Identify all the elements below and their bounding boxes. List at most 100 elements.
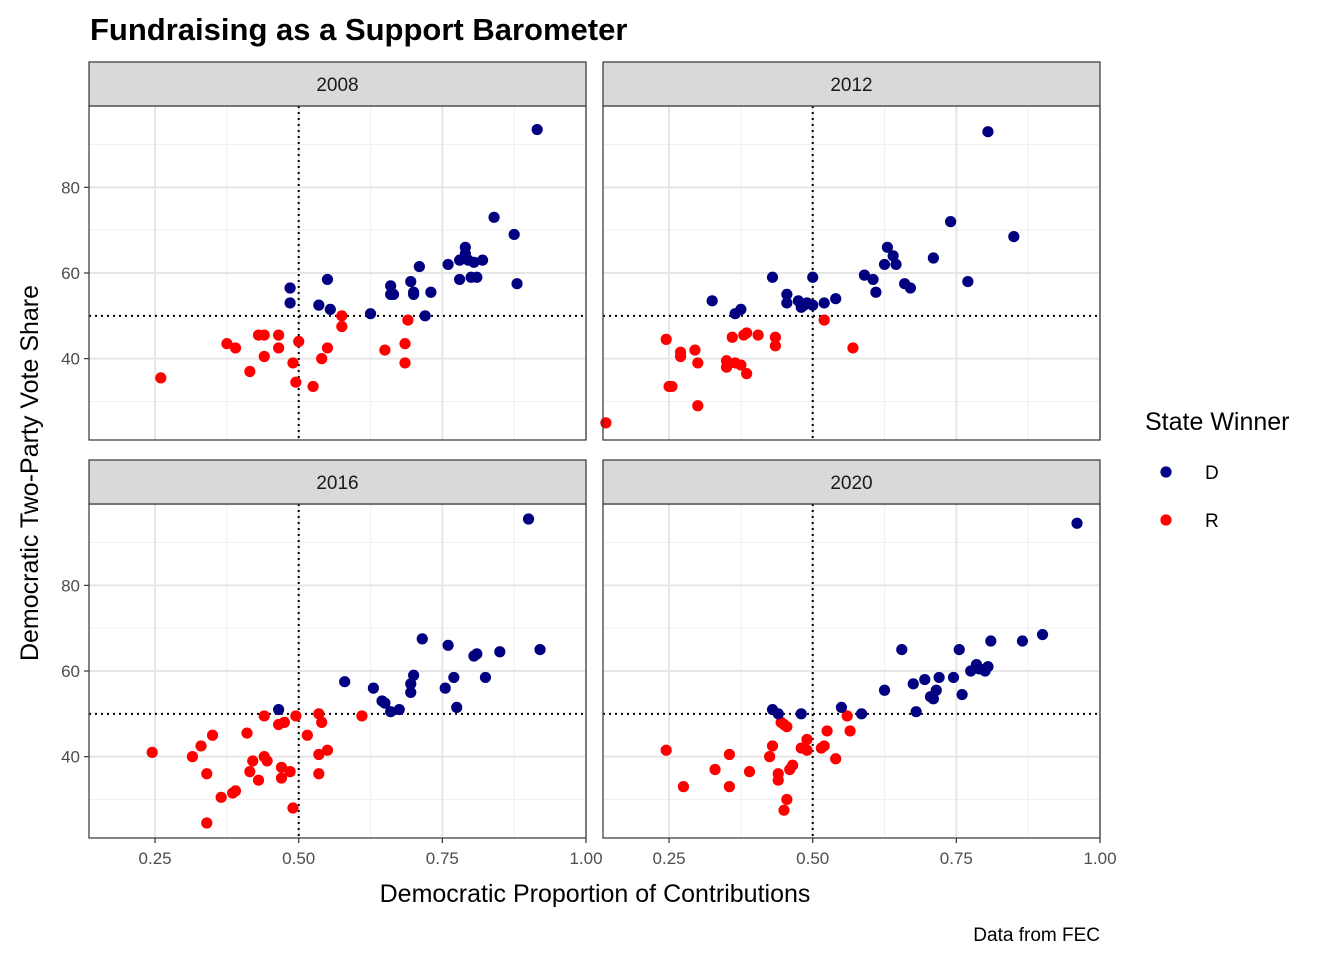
legend-key-r [1160, 514, 1172, 526]
data-point-d [284, 282, 296, 294]
data-point-r [379, 344, 391, 356]
data-point-d [339, 676, 351, 688]
data-point-r [402, 314, 414, 326]
data-point-r [692, 357, 704, 369]
data-point-r [821, 725, 833, 737]
data-point-r [278, 716, 290, 728]
data-point-r [723, 781, 736, 793]
y-tick-label: 60 [61, 662, 80, 681]
data-point-r [720, 361, 733, 373]
data-point-d [448, 671, 460, 684]
data-point-r [321, 744, 334, 756]
x-tick-label: 0.25 [653, 849, 686, 868]
chart-caption: Data from FEC [973, 925, 1100, 946]
data-point-d [807, 271, 819, 283]
facet-panel-2020: 2020 [602, 459, 1101, 839]
facet-strip [602, 459, 1101, 505]
data-point-r [801, 733, 813, 746]
data-point-d [273, 703, 285, 716]
data-point-r [660, 333, 672, 345]
data-point-d [919, 673, 931, 686]
data-point-r [336, 310, 348, 322]
y-tick-label: 40 [61, 748, 80, 767]
data-point-r [847, 342, 859, 354]
data-point-r [273, 342, 285, 354]
data-point-r [321, 342, 334, 354]
data-point-d [1016, 635, 1029, 647]
data-point-r [781, 793, 793, 806]
data-point-r [252, 774, 265, 786]
data-point-r [275, 772, 288, 784]
data-point-r [781, 721, 793, 733]
facet-panel-2016: 2016 [88, 459, 587, 839]
data-point-r [273, 329, 285, 341]
legend-title: State Winner [1145, 408, 1290, 436]
data-point-d [706, 295, 718, 307]
data-point-r [146, 746, 158, 758]
x-axis-ticks: 0.25 0.50 0.75 1.00 0.25 0.50 0.75 1.00 [139, 838, 1117, 868]
data-point-d [945, 216, 957, 228]
facet-strip [88, 61, 587, 107]
data-point-r [741, 368, 753, 380]
data-point-d [534, 643, 546, 656]
data-point-r [787, 759, 799, 771]
data-point-d [468, 256, 480, 268]
legend-label-d: D [1205, 463, 1219, 484]
data-point-d [933, 671, 945, 684]
data-point-d [985, 635, 997, 647]
data-point-d [494, 646, 506, 658]
data-point-r [769, 340, 781, 352]
data-point-d [511, 278, 523, 290]
data-point-d [416, 633, 428, 645]
data-point-r [399, 338, 411, 350]
data-point-r [735, 359, 747, 371]
facet-strip-label: 2008 [316, 75, 358, 96]
data-point-r [336, 320, 348, 333]
data-point-d [442, 258, 454, 271]
data-point-r [818, 314, 830, 326]
data-point-r [841, 710, 853, 722]
data-point-d [379, 697, 391, 709]
x-tick-label: 0.50 [282, 849, 315, 868]
data-point-d [408, 669, 420, 681]
data-point-r [244, 766, 256, 778]
facet-strip [602, 61, 1101, 107]
x-tick-label: 1.00 [1083, 849, 1116, 868]
data-point-r [195, 740, 207, 752]
data-point-d [881, 241, 894, 253]
data-point-d [367, 682, 380, 694]
data-point-d [488, 211, 500, 223]
data-point-r [293, 335, 305, 348]
data-point-d [451, 701, 463, 713]
data-point-d [439, 682, 451, 694]
data-point-d [956, 688, 968, 701]
legend: State Winner DR [1145, 408, 1290, 532]
data-point-r [201, 768, 213, 780]
x-tick-label: 0.25 [139, 849, 172, 868]
data-point-d [887, 250, 899, 262]
facet-panel-2008: 2008 [88, 61, 587, 441]
data-point-r [307, 380, 319, 393]
data-point-d [471, 648, 483, 660]
y-axis-title: Democratic Two-Party Vote Share [16, 285, 44, 661]
facet-strip-label: 2012 [830, 75, 872, 96]
data-point-r [155, 372, 167, 384]
data-point-r [709, 763, 721, 776]
data-point-d [531, 123, 543, 136]
data-point-r [313, 768, 325, 780]
data-point-d [408, 288, 420, 301]
data-point-r [261, 755, 273, 767]
chart-title: Fundraising as a Support Barometer [90, 12, 627, 47]
data-point-r [677, 781, 690, 793]
data-point-r [399, 357, 411, 369]
data-point-d [313, 299, 325, 311]
data-point-r [313, 748, 325, 761]
data-point-r [726, 331, 738, 343]
data-point-d [1036, 629, 1049, 641]
data-point-r [290, 376, 302, 388]
data-point-d [962, 275, 974, 288]
data-point-d [907, 678, 919, 690]
data-point-r [284, 766, 296, 778]
data-point-d [522, 513, 535, 525]
